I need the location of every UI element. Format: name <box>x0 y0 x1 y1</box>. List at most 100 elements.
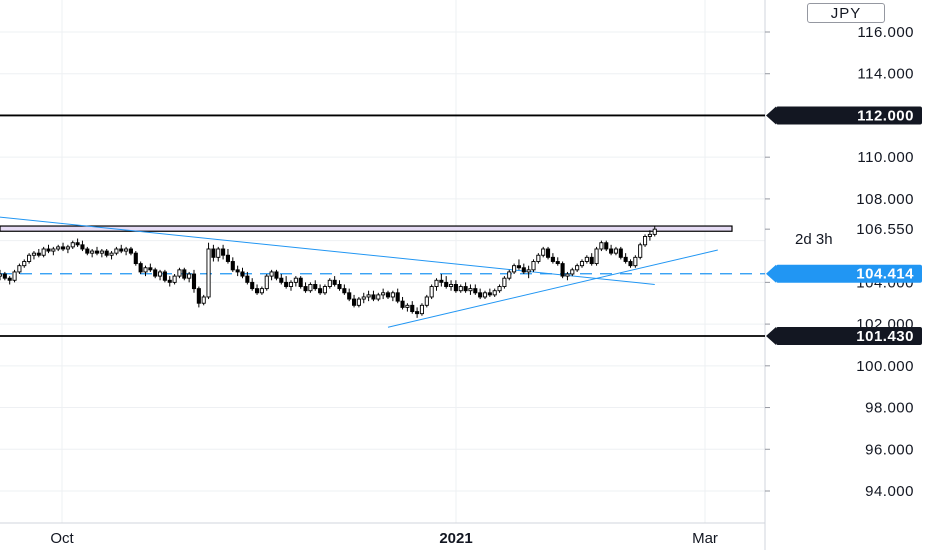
candle-body-up <box>172 275 177 283</box>
candle-body-up <box>22 261 27 267</box>
candle-body-down <box>400 300 405 308</box>
candle <box>623 253 628 264</box>
y-tick-label: 94.000 <box>865 483 914 500</box>
candle-body-down <box>347 292 352 300</box>
candle <box>70 240 75 249</box>
candle <box>318 284 323 295</box>
candle <box>225 248 231 264</box>
candle-body-down <box>337 284 342 290</box>
currency-button[interactable]: JPY <box>807 3 885 23</box>
candle <box>128 246 134 256</box>
dashed-level-badge-pointer <box>766 264 776 283</box>
candle <box>531 259 536 272</box>
candle <box>609 244 614 256</box>
candle <box>613 246 618 256</box>
candle-body-down <box>274 271 279 279</box>
candle-body-up <box>157 271 163 277</box>
candle-body-down <box>138 263 143 273</box>
candle <box>478 288 483 300</box>
candle <box>439 274 444 287</box>
candle-body-up <box>594 248 599 265</box>
candle-body-down <box>487 292 492 296</box>
candle-body-up <box>308 284 313 292</box>
candle <box>419 303 425 316</box>
candle-body-down <box>230 261 235 271</box>
candle <box>633 255 638 268</box>
candle-body-up <box>424 296 429 306</box>
candle-body-down <box>191 273 197 290</box>
candle-body-down <box>371 294 376 300</box>
candle-body-down <box>385 292 391 298</box>
candle <box>352 294 357 308</box>
ascending-trendline[interactable] <box>387 249 718 328</box>
y-tick-label: 110.000 <box>857 149 914 166</box>
candle <box>104 248 109 258</box>
candle-body-up <box>434 279 439 287</box>
candle-body-down <box>279 277 284 283</box>
resistance-badge-pointer <box>766 106 776 125</box>
candle-body-down <box>453 284 458 292</box>
resistance-zone[interactable] <box>0 225 733 232</box>
candle <box>541 246 546 258</box>
candle-body-down <box>250 281 255 290</box>
trendlines[interactable] <box>0 216 718 328</box>
candle <box>56 244 61 252</box>
candle-body-down <box>628 261 633 267</box>
candle-body-up <box>70 242 75 248</box>
candle <box>288 280 294 291</box>
candle-body-up <box>216 248 221 258</box>
candle <box>109 251 114 260</box>
candle <box>643 234 648 247</box>
candle-body-up <box>584 256 589 262</box>
candle-body-up <box>51 248 56 252</box>
price-axis[interactable]: 116.000114.000110.000108.000106.550104.0… <box>765 24 914 500</box>
candle-body-up <box>361 296 366 300</box>
candle-body-up <box>570 269 575 275</box>
candle <box>61 242 66 252</box>
candle-body-down <box>196 288 201 304</box>
candle-body-down <box>225 254 231 262</box>
candle <box>516 259 521 270</box>
candle <box>376 292 381 302</box>
candle <box>298 276 303 289</box>
descending-trendline[interactable] <box>0 216 655 285</box>
candle <box>279 274 284 285</box>
candle <box>473 284 478 295</box>
bar-countdown: 2d 3h <box>795 231 833 248</box>
candle-body-up <box>647 233 652 237</box>
candle-body-down <box>128 248 134 254</box>
candle-body-up <box>541 248 546 256</box>
candle-body-up <box>429 286 434 298</box>
candle <box>206 242 211 300</box>
candle <box>555 257 560 266</box>
candle-body-down <box>444 281 449 287</box>
candle-body-up <box>65 246 70 250</box>
time-axis[interactable]: Oct 2021 Mar <box>50 530 718 547</box>
candle-body-down <box>303 286 308 292</box>
candle <box>521 263 526 275</box>
resistance-badge-label: 112.000 <box>857 107 914 124</box>
candle-body-up <box>565 273 570 277</box>
candle-body-down <box>318 288 323 294</box>
candle <box>308 282 313 293</box>
resistance-zone-rect[interactable] <box>0 225 733 232</box>
candle <box>162 269 167 283</box>
y-tick-label: 98.000 <box>865 400 914 417</box>
candle-body-down <box>221 248 226 256</box>
candle <box>191 269 197 293</box>
dashed-level-price-badge <box>776 264 922 283</box>
candle <box>381 288 386 300</box>
candle-body-up <box>468 288 473 292</box>
candle-body-down <box>119 248 124 252</box>
candle-body-up <box>17 265 22 273</box>
candle <box>85 246 90 256</box>
horizontal-levels[interactable] <box>0 114 765 337</box>
candle-body-down <box>463 286 468 292</box>
candle <box>187 271 192 283</box>
candle <box>429 284 434 300</box>
candle <box>41 246 46 258</box>
candle-body-down <box>298 277 303 287</box>
candle-body-up <box>99 250 104 254</box>
candle-body-up <box>419 304 425 315</box>
